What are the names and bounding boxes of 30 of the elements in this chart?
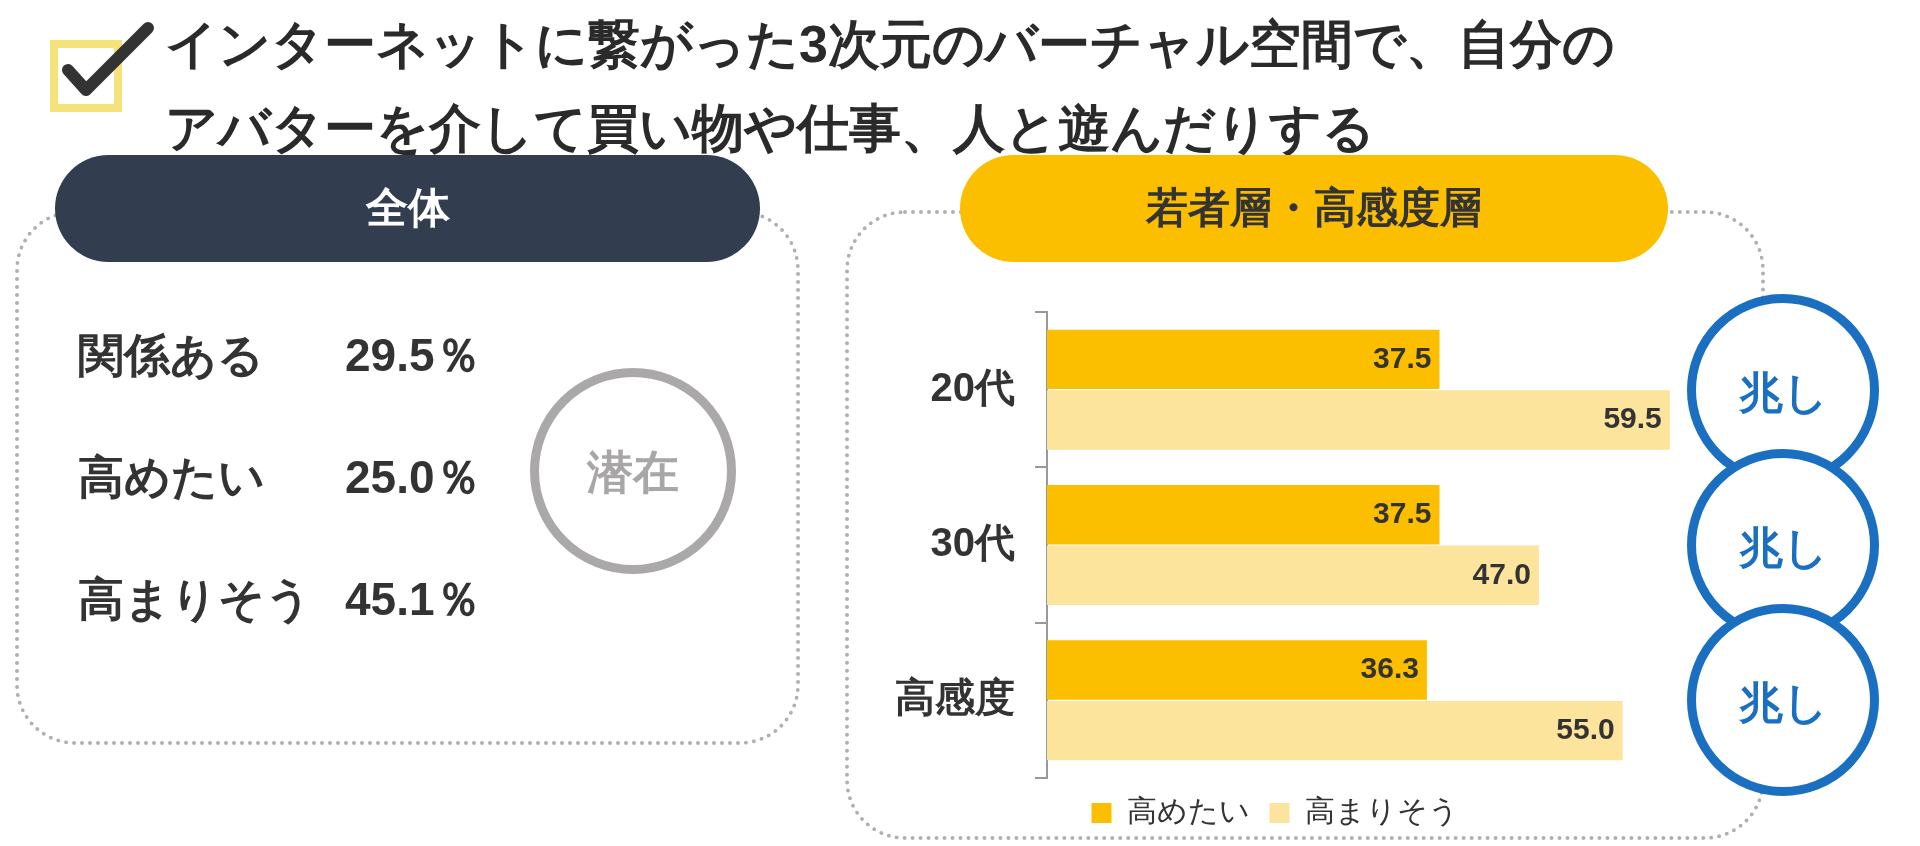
text: 29.5％ xyxy=(345,328,481,383)
data-label: 47.0 xyxy=(1472,556,1531,590)
legend-label: 高まりそう xyxy=(1304,794,1459,828)
y-tick-label: 30代 xyxy=(930,520,1015,565)
legend-label: 高めたい xyxy=(1126,794,1250,828)
bar xyxy=(1047,700,1623,761)
text: 25.0％ xyxy=(345,450,481,505)
text: 45.1％ xyxy=(345,572,481,627)
text: 潜在 xyxy=(585,445,680,500)
text: 高めたい xyxy=(78,450,265,505)
bar xyxy=(1047,485,1440,545)
data-label: 37.5 xyxy=(1373,495,1432,529)
text: 全体 xyxy=(364,183,451,233)
y-tick-label: 20代 xyxy=(930,364,1015,409)
data-label: 55.0 xyxy=(1556,711,1615,745)
bar xyxy=(1047,545,1539,605)
data-label: 59.5 xyxy=(1603,401,1662,435)
text: 関係ある xyxy=(78,328,264,383)
data-label: 37.5 xyxy=(1373,340,1432,374)
bar xyxy=(1047,329,1440,390)
chart-title: 若者層・高感度層 xyxy=(1144,183,1483,233)
text: 兆し xyxy=(1737,522,1829,574)
bar xyxy=(1047,390,1670,450)
text: 兆し xyxy=(1737,366,1829,419)
y-tick-label: 高感度 xyxy=(895,675,1015,720)
text: 兆し xyxy=(1737,677,1829,730)
text: 高まりそう xyxy=(78,572,312,627)
text: インターネットに繋がった3次元のバーチャル空間で、自分のアバターを介して買い物や仕事、人と遊んだりする xyxy=(165,14,1616,159)
data-label: 36.3 xyxy=(1360,651,1419,685)
bar xyxy=(1047,640,1427,700)
